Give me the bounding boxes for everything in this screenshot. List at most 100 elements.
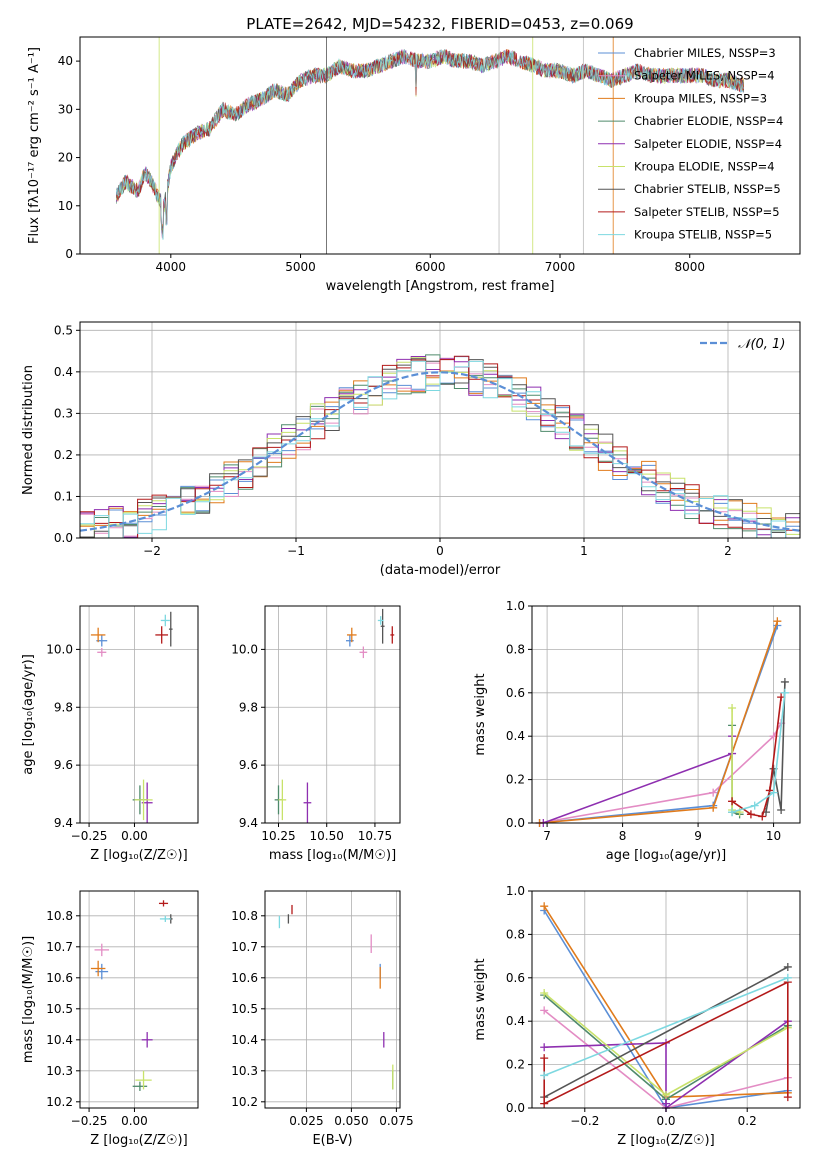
plot-area [80,354,800,538]
plot-area [115,37,745,254]
y-tick-label: 1.0 [506,599,525,613]
y-tick-label: 0.2 [506,1058,525,1072]
point-marker [746,810,755,819]
x-tick-label: 10.25 [261,829,295,843]
legend-entry: 𝒩(0, 1) [738,337,785,352]
series-line [539,620,779,824]
plot-area [540,902,792,1112]
y-tick-label: 0.1 [54,489,73,503]
y-tick-label: 0.4 [506,1014,525,1028]
y-tick-label: 10.7 [46,940,73,954]
x-tick-label: 5000 [285,260,316,274]
plot-area [535,617,789,827]
y-tick-label: 9.4 [239,816,258,830]
axes-frame [264,890,401,1109]
x-tick-label: 6000 [415,260,446,274]
axes-frame [79,605,199,824]
x-tick-label: −2 [143,544,161,558]
y-tick-label: 9.8 [239,700,258,714]
plot-area [274,608,395,823]
y-tick-label: 0.8 [506,642,525,656]
axes-frame [79,36,801,255]
y-tick-label: 10.4 [46,1033,73,1047]
legend-entry: Chabrier ELODIE, NSSP=4 [634,114,783,128]
point-marker [540,1006,549,1015]
y-axis-label: mass [log₁₀(M/M☉)] [21,936,36,1063]
point-marker [783,962,792,971]
point-marker [758,812,767,821]
x-tick-label: 1 [580,544,588,558]
point-marker [780,688,789,697]
panel-0: 4000 5000 6000 7000 8000 0 10 20 30 40 wavelength … [27,36,801,294]
x-tick-label: 8000 [674,260,705,274]
panel-4: 7 8 9 10 0.0 0.2 0.4 0.6 0.8 1.0 age [log₁₀(age/yr… [473,599,801,863]
axes-frame [79,890,199,1109]
point-marker [540,1043,549,1052]
point-marker [662,1090,670,1099]
point-marker [783,973,792,982]
legend-entry: Salpeter ELODIE, NSSP=4 [634,137,782,151]
point-marker [540,1071,549,1080]
y-tick-label: 40 [58,54,73,68]
y-tick-label: 0.3 [54,406,73,420]
point-marker [540,1099,549,1108]
point-marker [777,805,786,814]
y-tick-label: 0 [65,247,73,261]
x-tick-label: 10 [766,829,781,843]
panel-5: −0.25 0.00 10.2 10.3 10.4 10.5 10.6 10.7 10.8 Z [… [21,890,199,1148]
y-axis-label: Normed distribution [21,365,36,495]
y-tick-label: 0.2 [506,773,525,787]
panel-7: −0.2 0.0 0.2 0.0 0.2 0.4 0.6 0.8 1.0 Z [log₁₀(Z/Z… [473,884,801,1148]
panel-1: −2 −1 0 1 2 0.0 0.1 0.2 0.3 0.4 0.5 (data-model)/er… [21,321,801,578]
y-tick-label: 0.8 [506,927,525,941]
point-marker [540,902,549,911]
x-tick-label: 0.2 [738,1114,757,1128]
x-tick-label: 0 [436,544,444,558]
legend-entry: Kroupa STELIB, NSSP=5 [634,228,772,242]
legend-entry: Chabrier MILES, NSSP=3 [634,46,776,60]
histogram-step [80,355,800,538]
y-tick-label: 10.2 [46,1095,73,1109]
plot-area [278,904,394,1090]
y-tick-label: 10.6 [231,971,258,985]
y-tick-label: 10.0 [231,642,258,656]
point-marker [728,797,737,806]
point-marker [709,788,718,797]
legend: 𝒩(0, 1) [700,337,785,352]
point-marker [750,801,759,810]
panel-3: 10.25 10.50 10.75 9.4 9.6 9.8 10.0 mass [log₁₀(… [231,605,401,863]
y-tick-label: 10.8 [46,909,73,923]
x-axis-label: Z [log₁₀(Z/Z☉)] [617,1133,714,1148]
point-marker [773,617,782,626]
point-marker [540,988,549,997]
x-tick-label: 4000 [156,260,187,274]
y-tick-label: 10.5 [231,1002,258,1016]
normal-curve [80,371,800,532]
x-tick-label: −0.25 [71,829,108,843]
legend-entry: Kroupa MILES, NSSP=3 [634,91,767,105]
x-tick-label: 10.50 [310,829,344,843]
series-line [731,708,740,813]
y-tick-label: 10 [58,199,73,213]
x-axis-label: age [log₁₀(age/yr)] [606,848,727,863]
x-tick-label: 7000 [545,260,576,274]
point-marker [709,803,718,812]
x-tick-label: 7 [543,829,551,843]
y-tick-label: 0.4 [506,729,525,743]
x-tick-label: 2 [724,544,732,558]
legend: Chabrier MILES, NSSP=3 Salpeter MILES, NS… [598,46,783,242]
y-tick-label: 1.0 [506,884,525,898]
y-tick-label: 10.7 [231,940,258,954]
figure-title: PLATE=2642, MJD=54232, FIBERID=0453, z=0… [246,15,633,33]
y-tick-label: 0.0 [54,531,73,545]
y-axis-label: Flux [fλ10⁻¹⁷ erg cm⁻² s⁻¹ A⁻¹] [27,47,42,244]
x-axis-label: (data-model)/error [380,563,501,578]
y-tick-label: 0.0 [506,1101,525,1115]
y-tick-label: 0.0 [506,816,525,830]
x-tick-label: −1 [287,544,305,558]
legend-entry: Salpeter STELIB, NSSP=5 [634,205,780,219]
x-tick-label: 10.75 [358,829,392,843]
x-axis-label: mass [log₁₀(M/M☉)] [269,848,396,863]
x-tick-label: 0.00 [121,1114,148,1128]
x-axis-label: Z [log₁₀(Z/Z☉)] [90,848,187,863]
